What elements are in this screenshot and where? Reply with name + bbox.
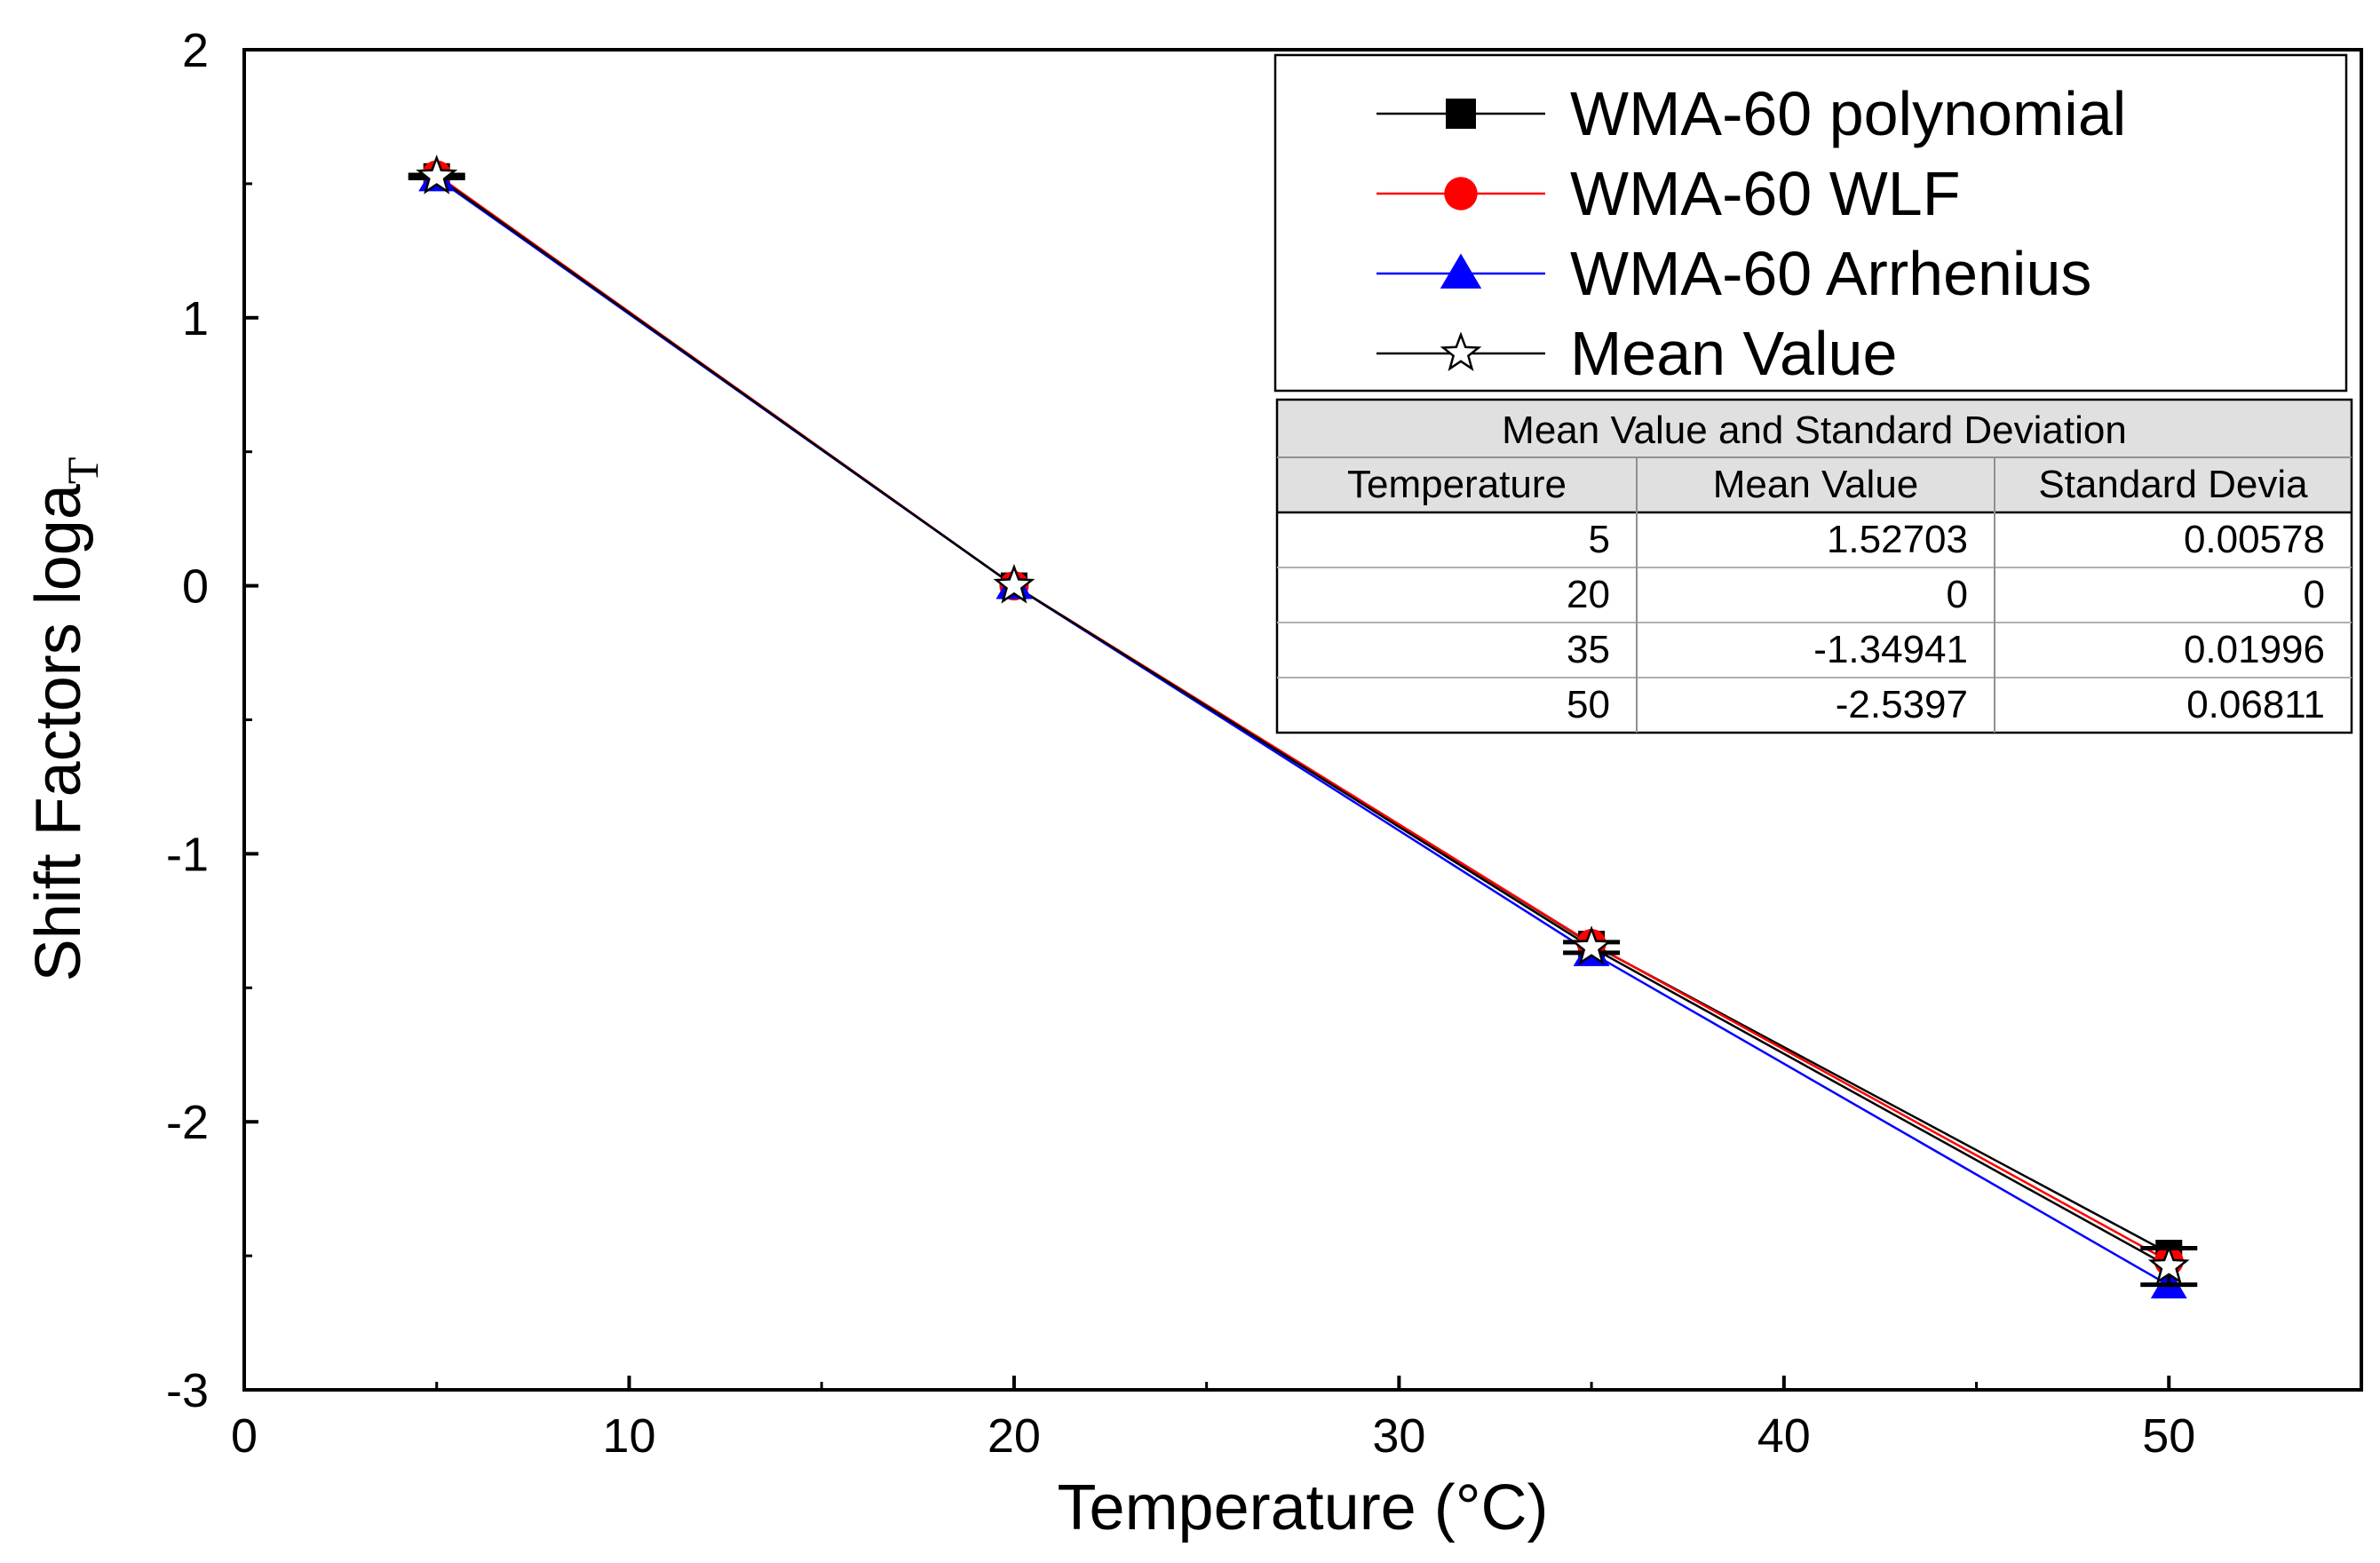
y-tick-label: 0: [182, 560, 209, 614]
table-cell: 0: [1947, 573, 1968, 616]
mean-point: [416, 155, 458, 194]
table-cell: 0: [2304, 573, 2325, 616]
mean-point: [1570, 925, 1613, 965]
y-axis-label-main: Shift Factors loga: [23, 483, 94, 981]
legend-marker: [1440, 331, 1482, 372]
table-cell: -1.34941: [1813, 628, 1968, 671]
table-column-header: Temperature: [1347, 463, 1567, 506]
x-tick-label: 10: [602, 1409, 655, 1463]
table-cell: 0.00578: [2184, 518, 2325, 561]
y-tick-label: 2: [182, 24, 209, 77]
stats-table: Mean Value and Standard Deviation Tempera…: [1275, 398, 2353, 734]
legend-label: WMA-60 polynomial: [1570, 79, 2126, 148]
table-cell: 0.01996: [2184, 628, 2325, 671]
table-cell: 50: [1567, 683, 1610, 726]
y-axis-label: Shift Factors logaT: [23, 457, 107, 982]
x-tick-label: 30: [1372, 1409, 1425, 1463]
legend-marker: [1440, 253, 1482, 289]
legend-label: WMA-60 Arrhenius: [1570, 239, 2091, 308]
mean-point: [993, 563, 1035, 604]
table-title: Mean Value and Standard Deviation: [1502, 409, 2127, 452]
table-column-header: Standard Devia: [2038, 463, 2308, 506]
x-axis-label: Temperature (°C): [1058, 1472, 1549, 1543]
x-tick-label: 40: [1757, 1409, 1811, 1463]
mean-point: [2147, 1244, 2190, 1284]
x-tick-label: 20: [988, 1409, 1041, 1463]
legend-label: Mean Value: [1570, 319, 1897, 388]
series-layer: [408, 155, 2198, 1299]
table-cell: 20: [1567, 573, 1610, 616]
table-cell: 35: [1567, 628, 1610, 671]
x-tick-label: 0: [231, 1409, 258, 1463]
table-border: [1275, 398, 2353, 734]
table-column-header: Mean Value: [1713, 463, 1919, 506]
y-axis-label-subscript: T: [58, 457, 107, 485]
table-cell: 1.52703: [1827, 518, 1968, 561]
table-cell: 5: [1589, 518, 1610, 561]
legend-label: WMA-60 WLF: [1570, 159, 1960, 228]
y-tick-label: 1: [182, 292, 209, 345]
x-tick-label: 50: [2142, 1409, 2195, 1463]
y-tick-label: -3: [166, 1364, 209, 1417]
series-line: [436, 175, 2170, 1268]
y-tick-label: -1: [166, 828, 209, 881]
y-tick-label: -2: [166, 1096, 209, 1149]
table-header-bg: [1277, 400, 2352, 512]
legend: WMA-60 polynomial WMA-60 WLF WMA-60 Arrhen…: [1273, 53, 2348, 393]
table-cell: 0.06811: [2186, 683, 2325, 726]
legend-marker: [1446, 99, 1476, 129]
legend-marker: [1444, 177, 1478, 210]
table-cell: -2.5397: [1836, 683, 1968, 726]
